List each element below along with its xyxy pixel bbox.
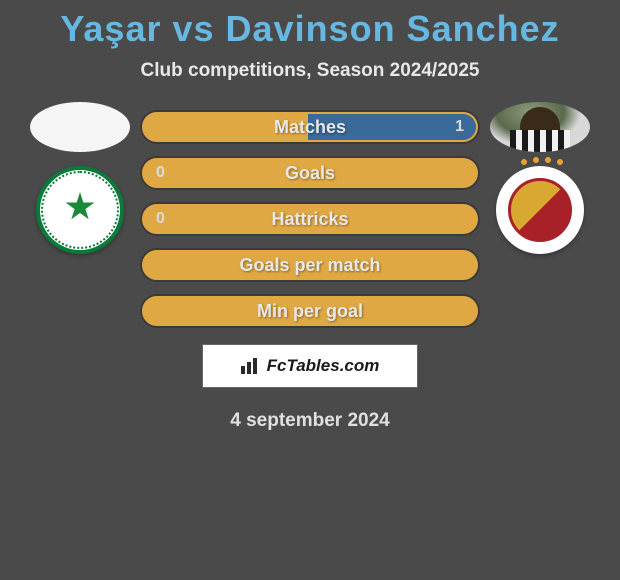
date-label: 4 september 2024 — [0, 410, 620, 432]
subtitle: Club competitions, Season 2024/2025 — [0, 54, 620, 102]
stat-bar-goals: 0 Goals — [140, 156, 480, 190]
stat-label: Hattricks — [271, 209, 348, 230]
stats-column: Matches 1 0 Goals 0 Hattricks Goals per … — [140, 102, 480, 328]
right-club-badge-inner — [508, 178, 572, 242]
stat-bar-mpg: Min per goal — [140, 294, 480, 328]
stat-label: Goals — [285, 163, 335, 184]
main-row: Matches 1 0 Goals 0 Hattricks Goals per … — [0, 102, 620, 328]
right-player-avatar — [490, 102, 590, 152]
footer-brand-text: FcTables.com — [267, 356, 380, 376]
stat-bar-hattricks: 0 Hattricks — [140, 202, 480, 236]
left-player-avatar — [30, 102, 130, 152]
stat-left-value: 0 — [156, 164, 165, 182]
stat-right-value: 1 — [455, 118, 464, 136]
left-club-badge — [36, 166, 124, 254]
left-player-col — [30, 102, 130, 254]
stat-left-value: 0 — [156, 210, 165, 228]
comparison-widget: Yaşar vs Davinson Sanchez Club competiti… — [0, 0, 620, 432]
page-title: Yaşar vs Davinson Sanchez — [0, 0, 620, 54]
stat-label: Matches — [274, 117, 346, 138]
footer-brand-box[interactable]: FcTables.com — [202, 344, 418, 388]
right-club-badge — [496, 166, 584, 254]
stat-label: Min per goal — [257, 301, 363, 322]
chart-icon — [241, 358, 261, 374]
stat-label: Goals per match — [239, 255, 380, 276]
stat-bar-gpm: Goals per match — [140, 248, 480, 282]
right-player-col — [490, 102, 590, 254]
left-club-ring-text — [40, 170, 120, 250]
stat-bar-matches: Matches 1 — [140, 110, 480, 144]
